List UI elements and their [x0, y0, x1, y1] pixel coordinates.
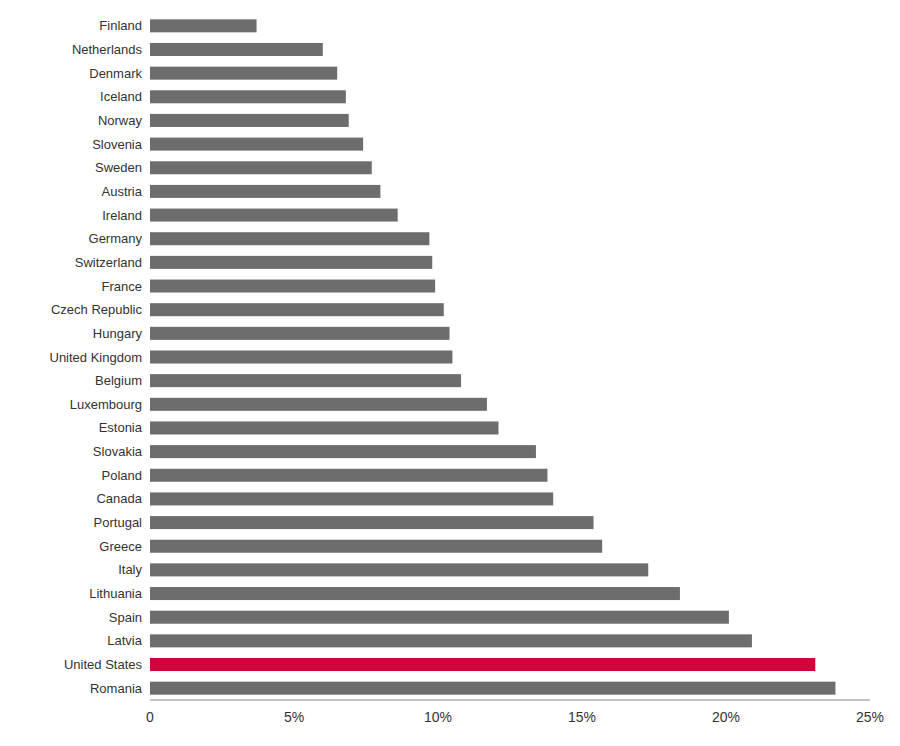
category-label: Spain	[109, 610, 142, 625]
category-label: Latvia	[107, 633, 142, 648]
category-label: Slovakia	[93, 444, 143, 459]
bar	[150, 445, 536, 458]
bar	[150, 350, 452, 363]
bar	[150, 90, 346, 103]
category-label: Norway	[98, 113, 143, 128]
bars	[150, 19, 835, 694]
category-label: Netherlands	[72, 42, 143, 57]
category-label: Greece	[99, 539, 142, 554]
bar	[150, 469, 547, 482]
x-tick-label: 10%	[424, 709, 452, 725]
bar	[150, 611, 729, 624]
chart: Romania United States Latvia Spain Lithuania…	[0, 0, 900, 746]
bar	[150, 421, 498, 434]
bar	[150, 374, 461, 387]
category-label: Poland	[102, 468, 142, 483]
bar	[150, 398, 487, 411]
y-tick-labels: Romania United States Latvia Spain Lithuania…	[50, 18, 143, 695]
bar	[150, 19, 257, 32]
category-label: United Kingdom	[50, 350, 143, 365]
x-ticks: 0 5% 10% 15% 20% 25%	[146, 709, 884, 725]
category-label: Italy	[118, 562, 142, 577]
bar	[150, 185, 380, 198]
category-label: United States	[64, 657, 143, 672]
x-axis-line	[150, 700, 870, 701]
category-label: Sweden	[95, 160, 142, 175]
category-label: Belgium	[95, 373, 142, 388]
category-label: Hungary	[93, 326, 143, 341]
bar	[150, 563, 648, 576]
category-label: Portugal	[94, 515, 143, 530]
category-label: Romania	[90, 681, 143, 696]
category-label: Denmark	[89, 66, 142, 81]
bar	[150, 327, 450, 340]
bar	[150, 540, 602, 553]
category-label: Finland	[99, 18, 142, 33]
category-label: Austria	[102, 184, 143, 199]
bar	[150, 587, 680, 600]
bar	[150, 658, 815, 671]
category-label: Germany	[89, 231, 143, 246]
category-label: Lithuania	[89, 586, 143, 601]
bar	[150, 43, 323, 56]
category-label: France	[102, 279, 142, 294]
x-tick-label: 0	[146, 709, 154, 725]
x-tick-label: 25%	[856, 709, 884, 725]
category-label: Ireland	[102, 208, 142, 223]
x-tick-label: 20%	[712, 709, 740, 725]
category-label: Iceland	[100, 89, 142, 104]
category-label: Czech Republic	[51, 302, 143, 317]
bar	[150, 67, 337, 80]
category-label: Slovenia	[92, 137, 143, 152]
category-label: Switzerland	[75, 255, 142, 270]
category-label: Canada	[96, 491, 142, 506]
bar	[150, 114, 349, 127]
bar	[150, 209, 398, 222]
x-tick-label: 5%	[284, 709, 304, 725]
bar	[150, 303, 444, 316]
bar	[150, 161, 372, 174]
bar	[150, 280, 435, 293]
bar	[150, 256, 432, 269]
bar	[150, 634, 752, 647]
category-label: Luxembourg	[70, 397, 142, 412]
bar	[150, 516, 594, 529]
bar	[150, 232, 429, 245]
bar	[150, 138, 363, 151]
bar	[150, 682, 835, 695]
category-label: Estonia	[99, 420, 143, 435]
bar	[150, 492, 553, 505]
x-tick-label: 15%	[568, 709, 596, 725]
